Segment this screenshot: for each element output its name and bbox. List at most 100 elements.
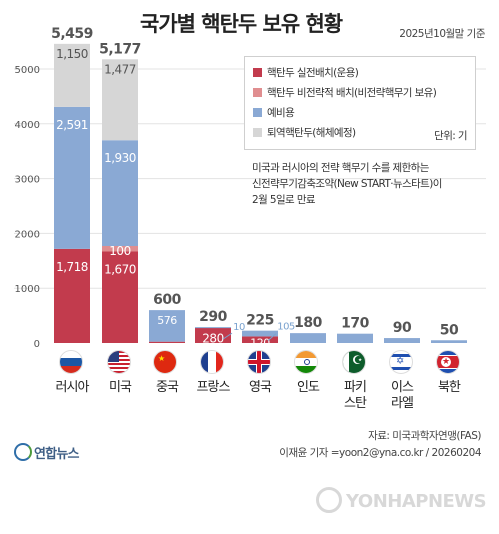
category-label: 북한 [423, 380, 475, 396]
legend-label: 퇴역핵탄두(해체예정) [267, 127, 356, 139]
segment-value-label: 100 [109, 244, 130, 258]
russia-flag-icon [59, 350, 83, 374]
category-label: 영국 [234, 380, 286, 396]
category-label-line: 북한 [438, 380, 461, 395]
bar-reserve [102, 140, 138, 247]
category-label: 미국 [94, 380, 146, 396]
category-label: 파키 스탄 [329, 380, 381, 412]
credit-text: 이재윤 기자 =yoon2@yna.co.kr / 20260204 [279, 447, 481, 459]
uk-flag-icon [247, 350, 271, 374]
israel-flag-icon: ✡ [389, 350, 413, 374]
bar-reserve [54, 106, 90, 249]
legend-item-deployed: 핵탄두 실전배치(운용) [253, 65, 359, 80]
bar-deployed [54, 248, 90, 343]
callout-line [267, 333, 277, 342]
category-label-line: 라엘 [391, 396, 414, 411]
y-tick-label: 0 [34, 339, 40, 350]
usa-flag-icon [107, 350, 131, 374]
y-tick-label: 4000 [15, 120, 40, 131]
watermark: YONHAPNEWS [316, 487, 487, 513]
total-value-label: 170 [341, 316, 369, 332]
y-tick-label: 1000 [15, 284, 40, 295]
total-value-label: 225 [246, 313, 274, 329]
unit-label: 단위: 기 [434, 130, 467, 142]
source-text: 자료: 미국과학자연맹(FAS) [368, 430, 481, 442]
segment-value-label: 576 [157, 314, 177, 327]
watermark-text: YONHAPNEWS [346, 491, 487, 512]
logo-text: 연합뉴스 [34, 447, 79, 462]
segment-value-label: 1,670 [104, 262, 136, 276]
category-label: 이스 라엘 [376, 380, 428, 412]
category-label: 중국 [141, 380, 193, 396]
total-value-label: 5,459 [51, 26, 93, 42]
reserve-callout-label: 10 [233, 322, 245, 333]
category-label-line: 프랑스 [196, 380, 231, 395]
segment-value-label: 1,150 [56, 47, 88, 61]
y-tick-label: 5000 [15, 65, 40, 76]
legend-swatch-deployed [253, 68, 262, 77]
bar-deployed [102, 251, 138, 343]
bar-deployed [149, 341, 185, 343]
total-value-label: 600 [153, 292, 181, 308]
date-note: 2025년10월말 기준 [399, 28, 485, 40]
category-label-line: 미국 [109, 380, 132, 395]
reserve-callout-label: 105 [277, 322, 295, 333]
y-tick-label: 2000 [15, 229, 40, 240]
source-block: 자료: 미국과학자연맹(FAS) 이재윤 기자 =yoon2@yna.co.kr… [279, 428, 481, 462]
bar-deployed [242, 336, 278, 343]
legend-label: 핵탄두 비전략적 배치(비전략핵무기 보유) [267, 87, 437, 99]
segment-value-label: 280 [202, 332, 223, 346]
legend-item-reserve: 예비용 [253, 105, 295, 120]
category-label: 러시아 [46, 380, 98, 396]
segment-value-label: 1,477 [104, 62, 136, 76]
category-label-line: 스탄 [344, 396, 367, 411]
category-label-line: 파키 [344, 380, 367, 395]
segment-value-label: 1,718 [56, 260, 88, 274]
legend-item-retired: 퇴역핵탄두(해체예정) [253, 125, 356, 140]
category-label-line: 영국 [249, 380, 272, 395]
segment-value-label: 24 [161, 344, 173, 355]
category-label-line: 이스 [391, 380, 414, 395]
note-line: 신전략무기감축조약(New START·뉴스타트)이 [252, 178, 442, 190]
bar-nonstrategic [102, 246, 138, 252]
category-label-line: 러시아 [55, 380, 90, 395]
annotation-note: 미국과 러시아의 전략 핵무기 수를 제한하는 신전략무기감축조약(New ST… [252, 160, 487, 208]
segment-value-label: 1,930 [104, 151, 136, 165]
legend-item-nonstrategic: 핵탄두 비전략적 배치(비전략핵무기 보유) [253, 85, 437, 100]
north-korea-flag-icon: ★ [436, 350, 460, 374]
watermark-mark-icon [316, 487, 342, 513]
total-value-label: 5,177 [99, 41, 141, 57]
bar-retired [102, 59, 138, 141]
legend-swatch-reserve [253, 108, 262, 117]
bar-reserve [384, 338, 420, 343]
total-value-label: 290 [199, 309, 227, 325]
bar-deployed [195, 327, 231, 343]
callout-line [222, 332, 233, 340]
china-flag-icon: ★ [153, 350, 177, 374]
bar-reserve [290, 333, 326, 343]
yonhap-logo: 연합뉴스 [14, 443, 79, 462]
bar-reserve [337, 333, 373, 343]
note-line: 미국과 러시아의 전략 핵무기 수를 제한하는 [252, 162, 429, 174]
bar-reserve [195, 327, 231, 329]
legend: 핵탄두 실전배치(운용) 핵탄두 비전략적 배치(비전략핵무기 보유) 예비용 … [244, 56, 476, 150]
legend-label: 예비용 [267, 107, 295, 119]
y-tick-label: 3000 [15, 175, 40, 186]
category-label-line: 인도 [297, 380, 320, 395]
total-value-label: 180 [294, 315, 322, 331]
category-label: 프랑스 [187, 380, 239, 396]
bar-reserve [242, 330, 278, 337]
category-label: 인도 [282, 380, 334, 396]
bar-reserve [149, 310, 185, 342]
india-flag-icon [294, 350, 318, 374]
bar-retired [54, 43, 90, 107]
total-value-label: 90 [393, 320, 412, 336]
logo-mark-icon [14, 443, 32, 461]
legend-swatch-nonstrategic [253, 88, 262, 97]
legend-label: 핵탄두 실전배치(운용) [267, 67, 359, 79]
segment-value-label: 120 [250, 336, 270, 349]
legend-swatch-retired [253, 128, 262, 137]
category-label-line: 중국 [156, 380, 179, 395]
bar-reserve [431, 340, 467, 343]
total-value-label: 50 [440, 322, 459, 338]
